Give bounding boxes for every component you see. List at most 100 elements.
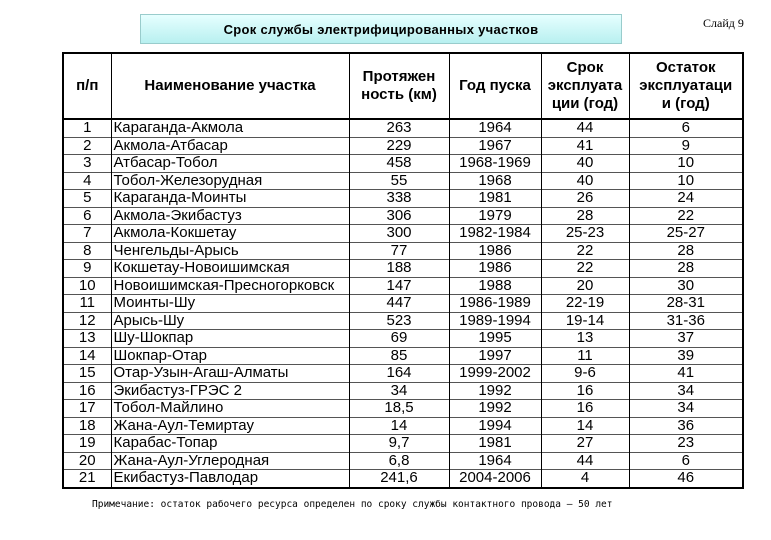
table-cell: 1981 [448,189,542,207]
table-cell: Карабас-Топар [110,434,350,452]
table-cell: 2004-2006 [448,469,542,488]
table-cell: Шу-Шокпар [110,329,350,347]
table-cell: 10 [62,276,112,295]
table-row: 6 Акмола-Экибастуз 306 1979 28 22 [62,206,744,225]
table-cell: Акмола-Экибастуз [110,206,350,225]
table-row: 17 Тобол-Майлино 18,5 1992 16 34 [62,399,744,417]
column-header: Протяжен ность (км) [348,52,450,120]
table-cell: 25-27 [628,224,744,242]
table-cell: 37 [628,329,744,347]
table-row: 3 Атбасар-Тобол 458 1968-1969 40 10 [62,154,744,172]
table-cell: 1 [62,118,112,137]
table-cell: 10 [628,154,744,172]
table-cell: 1989-1994 [448,311,542,330]
table-cell: Шокпар-Отар [110,346,350,365]
table-cell: 28 [540,206,630,225]
table-cell: 164 [348,364,450,382]
header-row: п/п Наименование участка Протяжен ность (к… [62,52,744,120]
table-row: 2 Акмола-Атбасар 229 1967 41 9 [62,136,744,155]
table-cell: 22 [540,241,630,260]
table-cell: 40 [540,154,630,172]
table-cell: 1992 [448,399,542,417]
table-cell: 6,8 [348,451,450,470]
table-cell: 16 [540,399,630,417]
table-cell: 1968-1969 [448,154,542,172]
table-cell: 46 [628,469,744,488]
table-cell: 1994 [448,416,542,435]
table-cell: 3 [62,154,112,172]
table-cell: 2 [62,136,112,155]
table-cell: 14 [348,416,450,435]
table-row: 15 Отар-Узын-Агаш-Алматы 164 1999-2002 9-6 41 [62,364,744,382]
table-cell: 24 [628,189,744,207]
table-cell: 9 [628,136,744,155]
table-cell: 5 [62,189,112,207]
table-row: 9 Кокшетау-Новоишимская 188 1986 22 28 [62,259,744,277]
table-cell: Моинты-Шу [110,294,350,312]
table-cell: 34 [628,381,744,400]
table-cell: 19 [62,434,112,452]
table-cell: 1986 [448,259,542,277]
table-cell: 1964 [448,118,542,137]
table-cell: 22-19 [540,294,630,312]
table-cell: 1979 [448,206,542,225]
table-cell: 34 [348,381,450,400]
table-cell: 77 [348,241,450,260]
table-row: 13 Шу-Шокпар 69 1995 13 37 [62,329,744,347]
table-row: 14 Шокпар-Отар 85 1997 11 39 [62,346,744,365]
table-cell: 28-31 [628,294,744,312]
table-cell: 6 [62,206,112,225]
table-cell: 306 [348,206,450,225]
table-cell: Тобол-Железорудная [110,171,350,190]
table-cell: Ченгельды-Арысь [110,241,350,260]
table-cell: 523 [348,311,450,330]
table-cell: 55 [348,171,450,190]
table-cell: 1982-1984 [448,224,542,242]
table-row: 1 Караганда-Акмола 263 1964 44 6 [62,118,744,137]
table-cell: 18 [62,416,112,435]
table-cell: 1988 [448,276,542,295]
table-cell: 1964 [448,451,542,470]
table-cell: 27 [540,434,630,452]
slide-title: Срок службы электрифицированных участков [140,14,622,44]
table-cell: 30 [628,276,744,295]
table-cell: 12 [62,311,112,330]
column-header: Срок эксплуата ции (год) [540,52,630,120]
table-row: 16 Экибастуз-ГРЭС 2 34 1992 16 34 [62,381,744,400]
table-cell: 40 [540,171,630,190]
table-cell: 19-14 [540,311,630,330]
table-cell: 10 [628,171,744,190]
data-table: п/п Наименование участка Протяжен ность (к… [62,52,744,489]
table-cell: 1986 [448,241,542,260]
table-cell: 1992 [448,381,542,400]
table-cell: 6 [628,451,744,470]
table-cell: 229 [348,136,450,155]
table-cell: Атбасар-Тобол [110,154,350,172]
table-body: 1 Караганда-Акмола 263 1964 44 6 2 Акмола-Атбас… [62,118,744,488]
table-cell: 15 [62,364,112,382]
table-cell: 31-36 [628,311,744,330]
table-row: 12 Арысь-Шу 523 1989-1994 19-14 31-36 [62,311,744,330]
table-cell: 17 [62,399,112,417]
table-row: 5 Караганда-Моинты 338 1981 26 24 [62,189,744,207]
table-cell: 18,5 [348,399,450,417]
table-cell: Экибастуз-ГРЭС 2 [110,381,350,400]
table-cell: 36 [628,416,744,435]
table-cell: 1968 [448,171,542,190]
table-cell: 1986-1989 [448,294,542,312]
table-cell: 9 [62,259,112,277]
table-cell: Новоишимская-Пресногорковск [110,276,350,295]
table-cell: 41 [628,364,744,382]
table-cell: Кокшетау-Новоишимская [110,259,350,277]
table-cell: Арысь-Шу [110,311,350,330]
table-row: 21 Екибастуз-Павлодар 241,6 2004-2006 4 46 [62,469,744,488]
table-cell: 9,7 [348,434,450,452]
table-cell: Караганда-Моинты [110,189,350,207]
table-cell: 11 [540,346,630,365]
table-cell: Отар-Узын-Агаш-Алматы [110,364,350,382]
table-cell: 241,6 [348,469,450,488]
table-cell: 188 [348,259,450,277]
table-cell: 4 [540,469,630,488]
table-cell: 1981 [448,434,542,452]
table-cell: 20 [540,276,630,295]
